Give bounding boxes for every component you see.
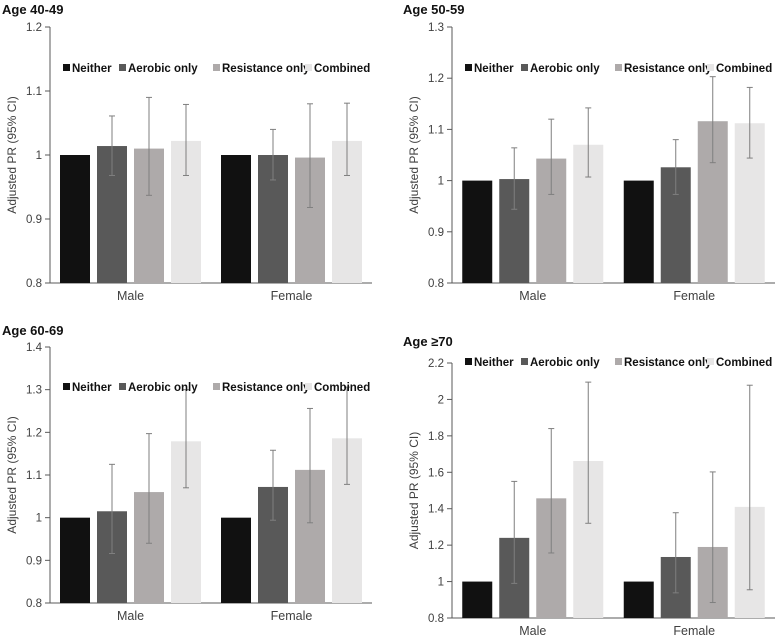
x-category-label: Female	[271, 289, 313, 303]
bar-neither-female	[221, 155, 251, 283]
bar-neither-male	[60, 155, 90, 283]
chart-panel-2: Age 50-59 0.8 0.9 1 1.1 1.2 1.3 Adjusted PR (95…	[403, 2, 775, 303]
legend-label: Neither	[72, 382, 112, 394]
legend-swatch	[119, 383, 126, 390]
x-category-label: Female	[673, 289, 715, 303]
legend-label: Aerobic only	[530, 357, 600, 369]
y-tick-label: 1	[36, 150, 42, 162]
y-tick-label: 1.2	[428, 73, 444, 85]
legend-label: Combined	[314, 382, 370, 394]
panel-title: Age 50-59	[403, 2, 464, 17]
bar-neither-female	[623, 180, 654, 283]
bar-neither-male	[462, 581, 493, 618]
y-axis-label: Adjusted PR (95% CI)	[5, 96, 19, 213]
legend-swatch	[119, 64, 126, 71]
y-tick-label: 0.9	[26, 214, 42, 226]
y-tick-label: 1.1	[428, 124, 444, 136]
y-axis-label: Adjusted PR (95% CI)	[407, 96, 421, 213]
y-tick-label: 0.9	[26, 555, 42, 567]
y-tick-label: 1.3	[428, 22, 444, 34]
legend-swatch	[213, 64, 220, 71]
y-tick-label: 1.2	[26, 427, 42, 439]
legend-label: Combined	[716, 63, 772, 75]
legend-label: Neither	[72, 63, 112, 75]
chart-panel-4: Age ≥70 0.8 1 1.2 1.4 1.6 1.8 2 2.2 Adjusted PR (…	[403, 334, 775, 636]
legend-swatch	[213, 383, 220, 390]
y-tick-label: 0.9	[428, 227, 444, 239]
chart-panel-3: Age 60-69 0.8 0.9 1 1.1 1.2 1.3 1.4 Adjusted PR …	[2, 323, 372, 623]
legend-label: Resistance only	[624, 63, 712, 75]
legend-label: Aerobic only	[128, 382, 198, 394]
legend-swatch	[707, 358, 714, 365]
y-tick-label: 2	[438, 394, 444, 406]
legend-label: Resistance only	[222, 382, 310, 394]
legend-label: Aerobic only	[530, 63, 600, 75]
y-tick-label: 0.8	[428, 613, 444, 625]
y-tick-label: 1.4	[26, 342, 43, 354]
y-tick-label: 1.1	[26, 86, 42, 98]
y-tick-label: 1	[438, 176, 444, 188]
y-tick-label: 0.8	[26, 278, 42, 290]
legend-swatch	[521, 358, 528, 365]
legend-swatch	[521, 64, 528, 71]
panel-title: Age 40-49	[2, 2, 63, 17]
x-category-label: Male	[117, 289, 144, 303]
bar-neither-female	[623, 581, 654, 618]
legend: Neither Aerobic only Resistance only Combin…	[63, 382, 370, 394]
y-axis-label: Adjusted PR (95% CI)	[407, 432, 421, 549]
panel-title: Age ≥70	[403, 334, 453, 349]
y-tick-label: 1.4	[428, 504, 445, 516]
bar-neither-male	[462, 180, 493, 283]
y-tick-label: 2.2	[428, 358, 444, 370]
legend-swatch	[305, 64, 312, 71]
legend-label: Aerobic only	[128, 63, 198, 75]
legend-label: Combined	[716, 357, 772, 369]
y-tick-label: 1.2	[428, 540, 444, 552]
legend: Neither Aerobic only Resistance only Combin…	[63, 63, 370, 75]
legend-swatch	[615, 358, 622, 365]
legend-swatch	[305, 383, 312, 390]
legend-swatch	[63, 383, 70, 390]
y-tick-label: 1.2	[26, 22, 42, 34]
y-tick-label: 1	[438, 577, 444, 589]
legend-label: Resistance only	[624, 357, 712, 369]
y-tick-label: 1.8	[428, 431, 444, 443]
legend-label: Neither	[474, 63, 514, 75]
legend-swatch	[465, 358, 472, 365]
y-tick-label: 1.6	[428, 467, 444, 479]
legend-swatch	[465, 64, 472, 71]
bar-neither-female	[221, 517, 251, 603]
y-tick-label: 1.3	[26, 385, 42, 397]
x-category-label: Male	[519, 289, 546, 303]
chart-panel-1: Age 40-49 0.8 0.9 1 1.1 1.2 Adjusted PR (95% C…	[2, 2, 372, 303]
x-category-label: Male	[117, 609, 144, 623]
x-category-label: Male	[519, 624, 546, 636]
panel-title: Age 60-69	[2, 323, 63, 338]
y-axis-label: Adjusted PR (95% CI)	[5, 416, 19, 533]
legend-label: Neither	[474, 357, 514, 369]
bar-neither-male	[60, 517, 90, 603]
y-tick-label: 0.8	[26, 598, 42, 610]
legend-swatch	[63, 64, 70, 71]
legend: Neither Aerobic only Resistance only Combin…	[465, 357, 772, 369]
legend-label: Combined	[314, 63, 370, 75]
legend-label: Resistance only	[222, 63, 310, 75]
x-category-label: Female	[271, 609, 313, 623]
legend-swatch	[707, 64, 714, 71]
y-tick-label: 1.1	[26, 470, 42, 482]
y-tick-label: 0.8	[428, 278, 444, 290]
legend-swatch	[615, 64, 622, 71]
x-category-label: Female	[673, 624, 715, 636]
y-tick-label: 1	[36, 513, 42, 525]
legend: Neither Aerobic only Resistance only Combin…	[465, 63, 772, 75]
